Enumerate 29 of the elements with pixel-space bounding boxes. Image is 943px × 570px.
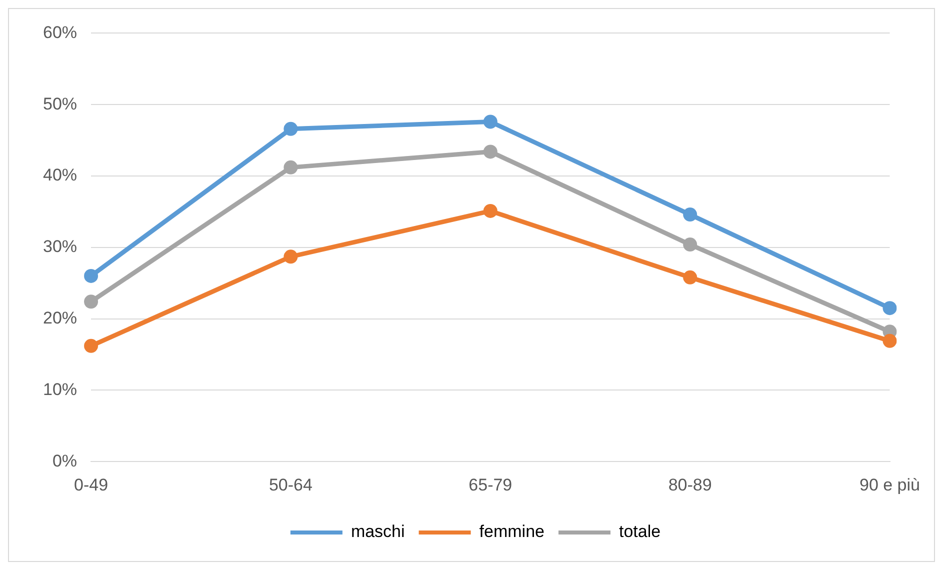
- x-tick-label: 90 e più: [860, 475, 920, 494]
- point: [483, 204, 498, 218]
- point: [882, 301, 897, 316]
- y-tick-label: 30%: [42, 237, 78, 256]
- point: [84, 294, 98, 309]
- point: [683, 270, 698, 284]
- point: [84, 268, 98, 283]
- legend-label: totale: [618, 522, 661, 542]
- point: [683, 238, 698, 252]
- point: [483, 114, 498, 129]
- point: [683, 208, 698, 222]
- y-tick-label: 50%: [42, 94, 78, 114]
- point: [882, 334, 897, 348]
- legend-label: femmine: [479, 522, 544, 542]
- legend-label: maschi: [350, 522, 405, 542]
- x-tick-label: 50-64: [268, 475, 312, 494]
- y-tick-label: 60%: [42, 22, 78, 42]
- point: [84, 338, 98, 353]
- point: [284, 250, 298, 264]
- x-tick-label: 80-89: [668, 475, 712, 494]
- y-tick-label: 40%: [42, 166, 78, 185]
- point: [483, 144, 498, 159]
- x-tick-label: 65-79: [468, 475, 512, 494]
- y-tick-label: 0%: [52, 451, 78, 470]
- point: [284, 160, 298, 174]
- x-tick-label: 0-49: [74, 475, 108, 494]
- y-tick-label: 10%: [42, 380, 78, 399]
- y-tick-label: 20%: [42, 308, 78, 328]
- point: [284, 122, 298, 136]
